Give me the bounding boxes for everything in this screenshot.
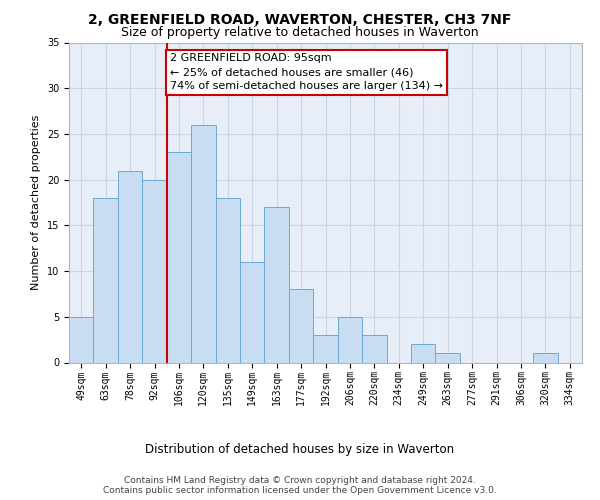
Bar	[240, 262, 265, 362]
Text: Contains HM Land Registry data © Crown copyright and database right 2024.
Contai: Contains HM Land Registry data © Crown c…	[103, 476, 497, 495]
Bar	[94, 198, 118, 362]
Text: Size of property relative to detached houses in Waverton: Size of property relative to detached ho…	[121, 26, 479, 39]
Bar	[338, 317, 362, 362]
Text: 2, GREENFIELD ROAD, WAVERTON, CHESTER, CH3 7NF: 2, GREENFIELD ROAD, WAVERTON, CHESTER, C…	[88, 12, 512, 26]
Y-axis label: Number of detached properties: Number of detached properties	[31, 115, 41, 290]
Bar	[118, 170, 142, 362]
Bar	[215, 198, 240, 362]
Bar	[167, 152, 191, 362]
Bar	[436, 354, 460, 362]
Text: 2 GREENFIELD ROAD: 95sqm
← 25% of detached houses are smaller (46)
74% of semi-d: 2 GREENFIELD ROAD: 95sqm ← 25% of detach…	[170, 54, 443, 92]
Bar	[265, 207, 289, 362]
Bar	[142, 180, 167, 362]
Bar	[362, 335, 386, 362]
Bar	[411, 344, 436, 362]
Text: Distribution of detached houses by size in Waverton: Distribution of detached houses by size …	[145, 442, 455, 456]
Bar	[191, 125, 215, 362]
Bar	[69, 317, 94, 362]
Bar	[313, 335, 338, 362]
Bar	[533, 354, 557, 362]
Bar	[289, 290, 313, 362]
